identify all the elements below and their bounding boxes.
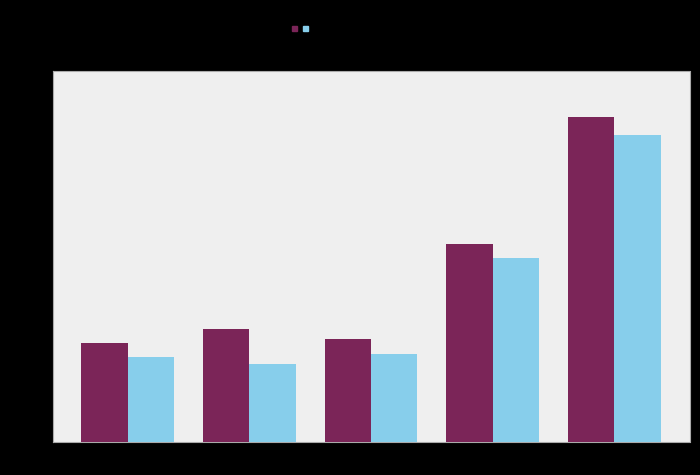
Bar <box>371 353 417 475</box>
Bar <box>127 357 174 475</box>
Bar <box>493 258 539 475</box>
Bar <box>81 343 127 475</box>
Bar <box>568 117 615 475</box>
Bar <box>447 244 493 475</box>
Legend: , : , <box>292 24 310 34</box>
Bar <box>325 340 371 475</box>
Bar <box>203 329 249 475</box>
Bar <box>249 364 295 475</box>
Bar <box>615 135 661 475</box>
